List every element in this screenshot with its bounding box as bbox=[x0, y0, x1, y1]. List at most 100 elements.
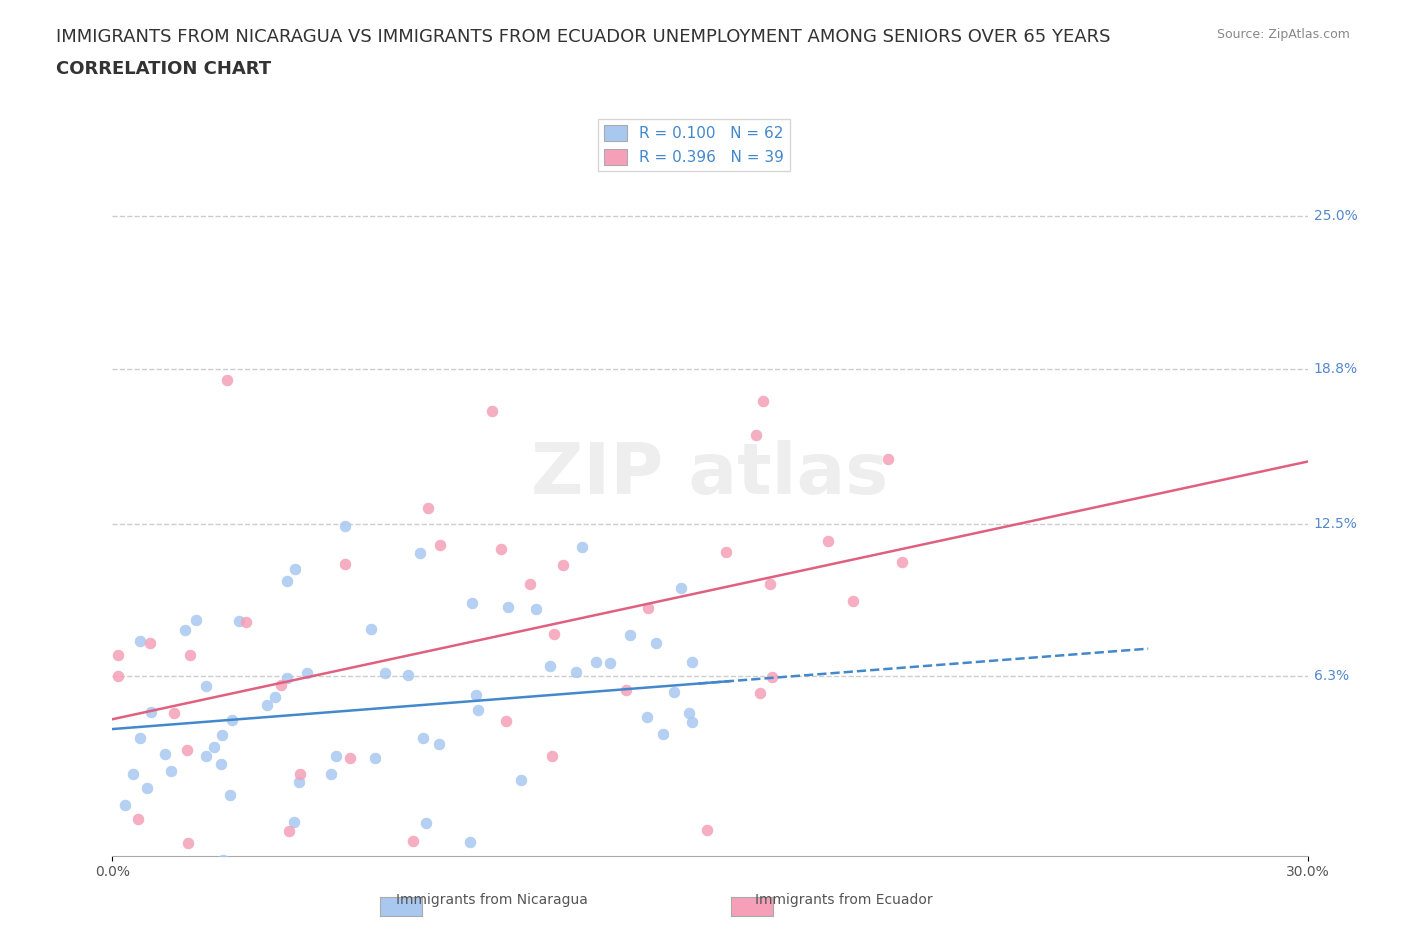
Text: Immigrants from Ecuador: Immigrants from Ecuador bbox=[755, 893, 932, 907]
Point bbox=[288, 766, 311, 781]
Point bbox=[751, 393, 773, 408]
Point bbox=[614, 682, 637, 697]
Point bbox=[212, 853, 235, 868]
Point bbox=[519, 576, 541, 591]
Text: 18.8%: 18.8% bbox=[1313, 362, 1358, 376]
Text: CORRELATION CHART: CORRELATION CHART bbox=[56, 60, 271, 78]
Point bbox=[160, 764, 183, 778]
Point bbox=[538, 658, 561, 673]
Point bbox=[396, 668, 419, 683]
Point bbox=[495, 713, 517, 728]
Point bbox=[176, 742, 198, 757]
Point bbox=[263, 690, 285, 705]
Point bbox=[571, 539, 593, 554]
Point bbox=[877, 452, 900, 467]
Point bbox=[364, 751, 387, 765]
Point bbox=[138, 636, 160, 651]
Point bbox=[177, 835, 200, 850]
Text: IMMIGRANTS FROM NICARAGUA VS IMMIGRANTS FROM ECUADOR UNEMPLOYMENT AMONG SENIORS : IMMIGRANTS FROM NICARAGUA VS IMMIGRANTS … bbox=[56, 28, 1111, 46]
Point bbox=[415, 816, 437, 830]
Text: Immigrants from Nicaragua: Immigrants from Nicaragua bbox=[396, 893, 588, 907]
Point bbox=[374, 665, 396, 680]
Point bbox=[114, 797, 136, 812]
Point bbox=[669, 581, 692, 596]
Text: 6.3%: 6.3% bbox=[1313, 669, 1348, 683]
Point bbox=[458, 835, 481, 850]
Point bbox=[209, 757, 232, 772]
Text: 25.0%: 25.0% bbox=[1313, 209, 1357, 223]
Point bbox=[662, 684, 685, 699]
Point bbox=[745, 427, 768, 442]
Point bbox=[637, 600, 659, 615]
Point bbox=[107, 647, 129, 662]
Point bbox=[498, 599, 520, 614]
Point bbox=[543, 627, 565, 642]
Point bbox=[481, 404, 503, 418]
Point bbox=[270, 678, 292, 693]
Point bbox=[339, 751, 361, 765]
Point bbox=[184, 613, 207, 628]
Point bbox=[524, 602, 547, 617]
Point bbox=[841, 594, 863, 609]
Point bbox=[681, 655, 703, 670]
Point bbox=[107, 669, 129, 684]
Point bbox=[890, 554, 912, 569]
Point bbox=[467, 703, 489, 718]
Point bbox=[202, 739, 225, 754]
Point bbox=[429, 538, 451, 552]
Point bbox=[128, 730, 150, 745]
Point bbox=[491, 541, 513, 556]
Point bbox=[321, 767, 343, 782]
Point bbox=[619, 628, 641, 643]
Point bbox=[464, 687, 486, 702]
Point bbox=[541, 749, 564, 764]
Point bbox=[221, 712, 243, 727]
Point bbox=[174, 622, 197, 637]
Point bbox=[458, 869, 481, 883]
Point bbox=[194, 749, 217, 764]
Text: Source: ZipAtlas.com: Source: ZipAtlas.com bbox=[1216, 28, 1350, 41]
Point bbox=[714, 544, 737, 559]
Point bbox=[652, 726, 675, 741]
Point bbox=[402, 833, 425, 848]
Point bbox=[817, 534, 839, 549]
Point bbox=[460, 595, 482, 610]
Point bbox=[456, 872, 478, 887]
Point bbox=[696, 823, 718, 838]
Point bbox=[678, 706, 700, 721]
Point bbox=[585, 654, 607, 669]
Point bbox=[217, 373, 239, 388]
Point bbox=[564, 665, 586, 680]
Point bbox=[287, 775, 309, 790]
Point bbox=[276, 574, 298, 589]
Point bbox=[141, 705, 163, 720]
Point bbox=[235, 615, 257, 630]
Point bbox=[278, 823, 301, 838]
Point bbox=[409, 546, 432, 561]
Point bbox=[749, 686, 772, 701]
Point bbox=[276, 671, 298, 685]
Point bbox=[412, 731, 434, 746]
Point bbox=[325, 749, 347, 764]
Point bbox=[228, 613, 250, 628]
Text: 12.5%: 12.5% bbox=[1313, 516, 1357, 530]
Point bbox=[155, 747, 177, 762]
Point bbox=[270, 872, 292, 887]
Point bbox=[283, 561, 305, 576]
Point bbox=[636, 710, 658, 724]
Point bbox=[761, 670, 783, 684]
Point bbox=[759, 577, 782, 591]
Point bbox=[295, 666, 318, 681]
Point bbox=[510, 773, 533, 788]
Point bbox=[681, 714, 703, 729]
Point bbox=[283, 814, 305, 829]
Point bbox=[127, 811, 149, 826]
Point bbox=[163, 705, 186, 720]
Point bbox=[211, 728, 233, 743]
Point bbox=[179, 647, 201, 662]
Point bbox=[122, 766, 145, 781]
Text: ZIP atlas: ZIP atlas bbox=[531, 440, 889, 509]
Point bbox=[335, 556, 357, 571]
Point bbox=[194, 679, 217, 694]
Point bbox=[129, 634, 152, 649]
